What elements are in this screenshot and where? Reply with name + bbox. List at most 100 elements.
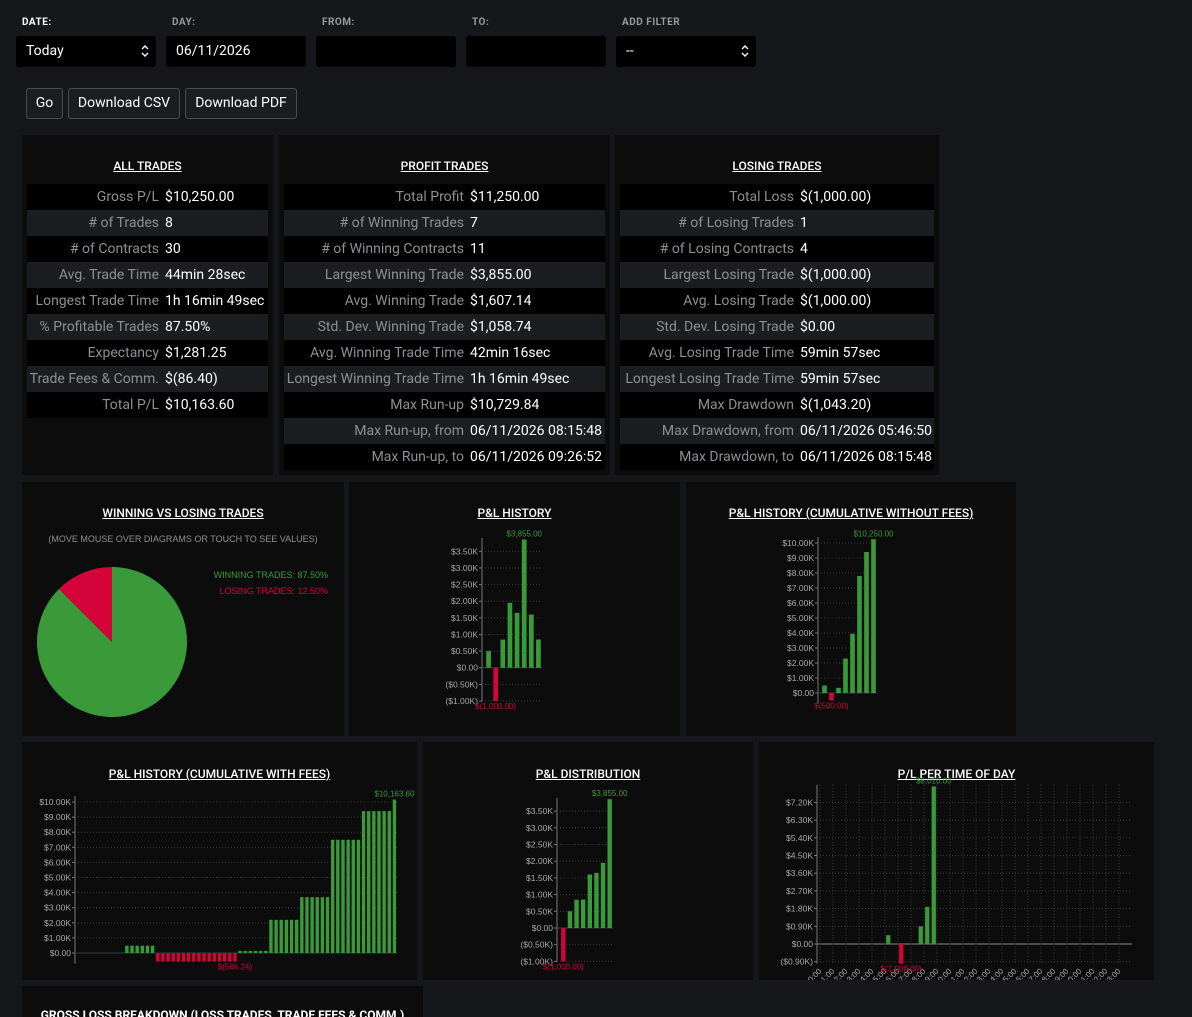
button[interactable]: Go [26,88,63,119]
stat-label: Max Drawdown, to [679,449,794,465]
bar [310,897,314,954]
y-tick-label: $2.00K [787,658,814,668]
bar [186,953,191,962]
y-tick-label: $3.50K [526,806,553,816]
select-box[interactable]: -- [616,36,756,67]
button[interactable]: Download PDF [185,88,297,119]
stat-value: 87.50% [165,319,211,335]
value-label: $3,855.00 [592,789,628,798]
stat-row: Max Run-up, to 06/11/2026 09:26:52 [284,444,605,470]
y-tick-label: $8.00K [44,827,71,837]
bar [843,658,848,693]
text-input[interactable] [466,36,606,67]
stat-label: # of Losing Contracts [659,241,794,257]
y-tick-label: $4.00K [787,628,814,638]
bar [315,897,319,954]
stat-row: % Profitable Trades 87.50% [27,314,268,340]
bar [150,945,155,954]
y-tick-label: $5.40K [786,833,813,843]
bar [850,633,855,693]
stat-row: Largest Losing Trade $(1,000.00) [620,262,934,288]
bar [356,839,361,954]
stat-row: # of Contracts 30 [27,236,268,262]
y-tick-label: $1.00K [526,890,553,900]
stat-row: Max Drawdown, from 06/11/2026 05:46:50 [620,418,934,444]
chart-title: P&L HISTORY [477,506,552,520]
stat-value: $1,058.74 [470,319,532,335]
bar [181,953,186,962]
stat-value: 42min 16sec [470,345,551,361]
stat-label: Avg. Losing Trade [683,293,794,309]
stats-panel: LOSING TRADES Total Loss $(1,000.00) # of L… [615,135,939,475]
button[interactable]: Download CSV [68,88,180,119]
chart-title: WINNING VS LOSING TRADES [102,506,264,520]
y-tick-label: $4.00K [44,888,71,898]
bar [222,953,227,962]
bar [320,897,325,954]
text-input[interactable]: 06/11/2026 [166,36,306,67]
stat-value: 30 [165,241,181,257]
text-input[interactable] [316,36,456,67]
value-label: $(566.24) [218,963,253,972]
bar [567,911,573,928]
filter-value: 06/11/2026 [176,43,251,59]
y-tick-label: $0.00 [532,923,554,933]
bar [258,950,263,954]
bar [145,945,150,954]
chart: $0.00 $1.00K $2.00K $3.00K $4.00K $5.00K $6.00… [782,529,894,710]
y-tick-label: $2.50K [526,839,553,849]
stat-value: 1h 16min 49sec [165,293,265,309]
y-tick-label: $2.50K [451,580,478,590]
bar [156,953,160,962]
stat-row: Total Loss $(1,000.00) [620,184,934,210]
stat-label: Largest Losing Trade [663,267,794,283]
chart-panel: P/L PER TIME OF DAY ($0.90K) $0.00 $0.90K $1… [759,742,1154,980]
chart: ($0.90K) $0.00 $0.90K $1.80K $2.70K $3.60K $4.… [780,776,1132,980]
bar [166,953,170,962]
chart-panel: P&L HISTORY (CUMULATIVE WITH FEES) $0.00 $… [22,742,417,980]
select-box[interactable]: Today [16,36,156,67]
bar [931,786,936,945]
stat-value: 7 [470,215,478,231]
y-tick-label: ($0.50K) [445,679,478,689]
stat-value: 1 [800,215,808,231]
stat-row: Total Profit $11,250.00 [284,184,605,210]
y-tick-label: $5.00K [787,613,814,623]
bar [864,552,869,693]
pie-slice [58,567,112,642]
y-tick-label: $1.00K [787,673,814,683]
bar [135,945,139,954]
bar [197,953,201,962]
bar [836,687,841,693]
bar [274,919,278,954]
y-tick-label: $10.00K [39,797,71,807]
bar [925,906,930,945]
stat-value: 4 [800,241,808,257]
stat-label: Largest Winning Trade [324,267,464,283]
bar [202,953,206,962]
bar [346,839,350,954]
stat-row: Longest Losing Trade Time 59min 57sec [620,366,934,392]
chevron [141,45,149,57]
stat-value: $(1,000.00) [800,267,872,283]
y-tick-label: $1.50K [526,873,553,883]
value-label: $3,855.00 [506,529,542,538]
stat-label: Total Profit [395,189,465,205]
value-label: $8,010.00 [916,776,952,785]
panel-title: GROSS LOSS BREAKDOWN (LOSS TRADES, TRADE… [40,1008,405,1017]
y-tick-label: $1.80K [786,904,813,914]
stat-value: $(1,043.20) [800,397,872,413]
y-tick-label: ($1.00K) [520,956,553,966]
value-label: $(1,000.00) [543,962,584,971]
y-tick-label: $9.00K [787,553,814,563]
filter-label: FROM: [322,17,355,28]
stat-label: Trade Fees & Comm. [29,371,159,387]
bar [829,693,834,701]
bar [514,612,520,668]
stat-row: # of Losing Contracts 4 [620,236,934,262]
y-tick-label: $6.30K [786,815,813,825]
stat-label: # of Trades [88,215,159,231]
bar [600,862,606,928]
stat-row: Avg. Losing Trade Time 59min 57sec [620,340,934,366]
stat-label: Longest Losing Trade Time [625,371,794,387]
